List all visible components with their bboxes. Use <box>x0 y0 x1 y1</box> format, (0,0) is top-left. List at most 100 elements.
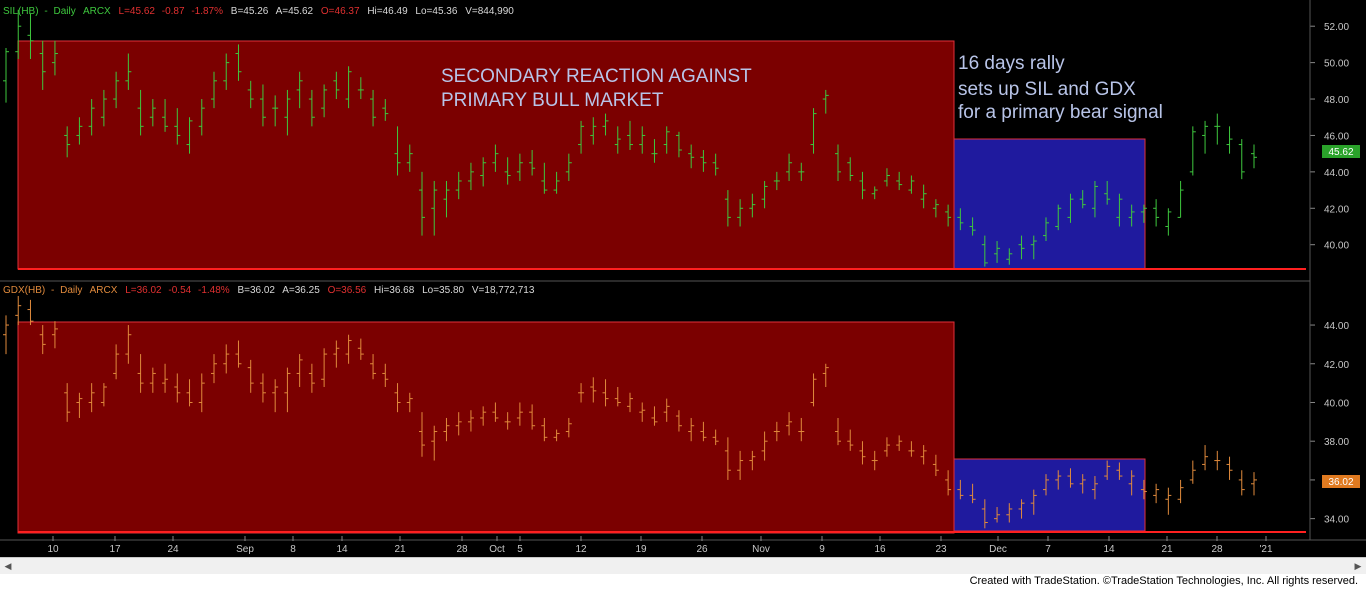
sil-price-bar <box>1226 126 1233 154</box>
sil-price-bar <box>321 84 328 118</box>
sil-price-bar <box>443 180 450 218</box>
sil-price-bar <box>945 204 952 227</box>
sil-price-bar <box>835 144 841 181</box>
sil-price-bar <box>1189 126 1196 176</box>
gdx-price-bar <box>431 425 438 461</box>
gdx-price-bar <box>162 363 169 393</box>
gdx-price-bar <box>590 377 597 403</box>
sil-price-bar <box>675 131 682 158</box>
sil-price-bar <box>822 89 829 114</box>
x-tick-label: Oct <box>489 544 505 555</box>
sil-price-bar <box>394 126 401 176</box>
sil-header-open: O=46.37 <box>321 6 360 17</box>
gdx-price-bar <box>712 429 719 446</box>
gdx-y-tick-label: 40.00 <box>1324 398 1349 409</box>
gdx-price-bar <box>602 379 609 407</box>
sil-price-bar <box>113 71 120 109</box>
gdx-price-bar <box>235 340 242 368</box>
sil-price-bar <box>565 153 572 181</box>
sil-price-bar <box>100 89 107 127</box>
sil-price-bar <box>663 126 670 154</box>
x-tick-label: 28 <box>456 544 468 555</box>
gdx-price-bar <box>51 321 58 349</box>
sil-price-bar <box>871 186 878 200</box>
sil-price-bar <box>296 71 303 109</box>
gdx-price-bar <box>896 435 903 451</box>
sil-price-bar <box>1091 180 1098 218</box>
gdx-price-bar <box>553 429 560 442</box>
gdx-price-bar <box>578 383 585 403</box>
x-tick-label: Nov <box>752 544 770 555</box>
sil-price-bar <box>272 95 279 127</box>
scroll-left-icon[interactable]: ◀ <box>4 561 12 571</box>
sil-price-bar <box>419 171 425 236</box>
sil-price-bar <box>541 162 548 194</box>
sil-price-bar <box>247 80 254 109</box>
gdx-price-bar <box>1214 450 1221 471</box>
sil-price-bar <box>1128 204 1135 227</box>
gdx-price-bar <box>76 392 83 418</box>
sil-price-bar <box>627 120 633 151</box>
x-tick-label: 14 <box>1103 544 1115 555</box>
gdx-price-bar <box>296 354 303 387</box>
gdx-price-bar <box>1202 445 1209 471</box>
sil-price-bar <box>908 175 915 194</box>
sil-y-tick-label: 40.00 <box>1324 241 1349 252</box>
gdx-price-bar <box>957 479 964 500</box>
sil-price-bar <box>724 190 731 227</box>
x-tick-label: 17 <box>109 544 121 555</box>
sil-price-bar <box>149 99 156 127</box>
chart-canvas: 52.00 50.00 48.00 46.00 44.00 42.00 40.00 SIL(… <box>0 0 1366 557</box>
sil-price-bar <box>15 9 22 59</box>
gdx-price-bar <box>945 470 952 496</box>
gdx-price-bar <box>565 417 572 438</box>
gdx-price-bar <box>198 373 205 413</box>
sil-price-bar <box>932 199 939 218</box>
gdx-price-bar <box>1140 479 1147 500</box>
gdx-header: GDX(HB) - Daily ARCX L=36.02 -0.54 -1.48… <box>3 285 535 296</box>
x-tick-label: 16 <box>874 544 886 555</box>
annotation-reaction-line1: SECONDARY REACTION AGAINST <box>441 66 752 87</box>
sil-price-bar <box>1165 208 1172 236</box>
sil-price-bar <box>51 40 58 76</box>
gdx-header-change: -0.54 <box>168 285 191 296</box>
gdx-price-bar <box>737 450 744 480</box>
gdx-price-bar <box>272 379 279 413</box>
sil-header-high: Hi=46.49 <box>367 6 408 17</box>
sil-price-bar <box>1079 190 1086 209</box>
gdx-price-bar <box>308 363 315 393</box>
gdx-price-bar <box>27 299 34 326</box>
x-tick-label: Dec <box>989 544 1007 555</box>
gdx-price-bar <box>700 421 707 442</box>
gdx-price-bar <box>113 344 120 380</box>
gdx-price-bar <box>3 315 9 355</box>
sil-price-bar <box>1238 139 1245 180</box>
gdx-price-bar <box>529 404 536 430</box>
annotation-reaction-line2: PRIMARY BULL MARKET <box>441 90 664 111</box>
x-tick-label: 10 <box>47 544 59 555</box>
sil-header-period: Daily <box>53 6 75 17</box>
sil-price-bar <box>357 77 364 100</box>
sil-price-bar <box>284 89 291 136</box>
sil-price-bar <box>981 235 988 267</box>
gdx-header-open: O=36.56 <box>328 285 367 296</box>
gdx-price-bar <box>859 441 866 465</box>
gdx-price-bar <box>186 379 193 407</box>
x-tick-label: 24 <box>167 544 179 555</box>
sil-reaction-box <box>17 40 955 270</box>
gdx-price-bar <box>614 386 621 407</box>
scroll-right-icon[interactable]: ▶ <box>1354 561 1362 571</box>
gdx-price-bar <box>467 410 474 432</box>
sil-header-change-pct: -1.87% <box>191 6 223 17</box>
sil-price-bar <box>737 199 744 227</box>
horizontal-scrollbar[interactable]: ◀ ▶ <box>0 557 1366 575</box>
gdx-price-bar <box>639 402 646 422</box>
gdx-price-bar <box>688 417 695 442</box>
sil-last-price-label: 45.62 <box>1328 147 1353 158</box>
gdx-price-bar <box>932 454 939 477</box>
gdx-header-last: L=36.02 <box>125 285 162 296</box>
gdx-y-tick-label: 38.00 <box>1324 437 1349 448</box>
gdx-header-change-pct: -1.48% <box>198 285 230 296</box>
